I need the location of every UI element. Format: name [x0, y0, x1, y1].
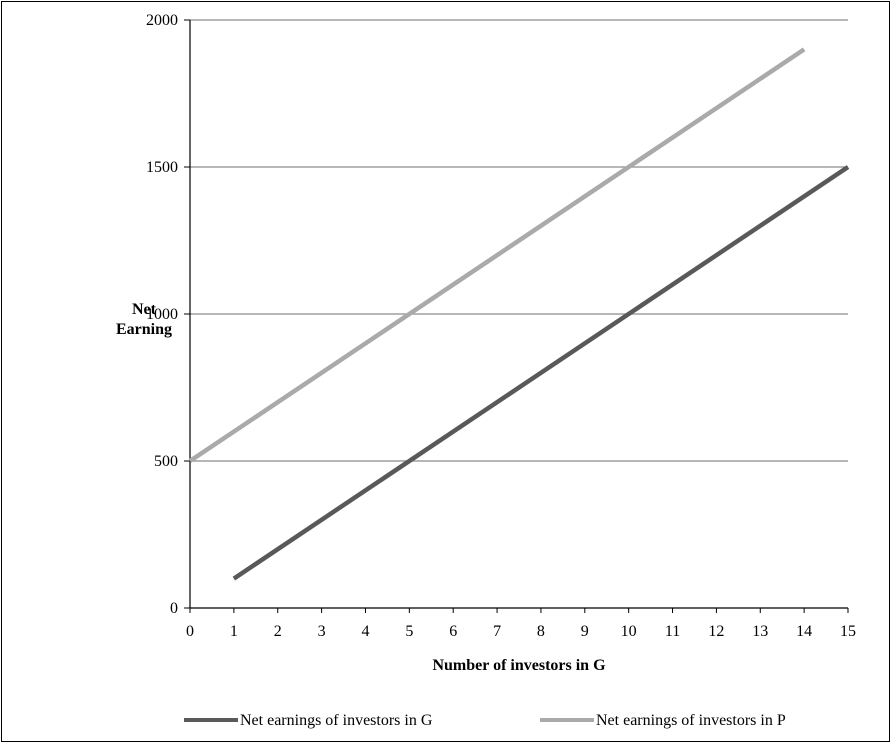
series-lines — [188, 47, 850, 581]
x-tick-label-12: 12 — [708, 623, 724, 640]
x-tick-label-13: 13 — [752, 623, 768, 640]
x-tick-label-14: 14 — [796, 623, 812, 640]
x-tick-label-1: 1 — [230, 623, 238, 640]
x-tick-label-2: 2 — [274, 623, 282, 640]
y-tick-label-1500: 1500 — [146, 159, 178, 176]
series-line-p — [188, 47, 806, 463]
x-tick-label-0: 0 — [186, 623, 194, 640]
y-tick-label-0: 0 — [170, 600, 178, 617]
x-tick-label-4: 4 — [361, 623, 369, 640]
x-tick-labels: 0 1 2 3 4 5 6 7 8 9 10 11 12 13 14 15 — [186, 623, 856, 640]
x-tick-label-8: 8 — [537, 623, 545, 640]
x-tick-label-7: 7 — [493, 623, 501, 640]
x-tick-label-10: 10 — [621, 623, 637, 640]
x-tick-label-6: 6 — [449, 623, 457, 640]
x-tick-label-3: 3 — [318, 623, 326, 640]
y-tick-labels: 0 500 1000 1500 2000 — [146, 12, 178, 617]
legend-label-g: Net earnings of investors in G — [240, 712, 433, 729]
legend: Net earnings of investors in G Net earni… — [184, 712, 786, 729]
axes — [189, 20, 848, 609]
y-axis-label-line-2: Earning — [116, 321, 172, 338]
x-tick-label-11: 11 — [665, 623, 680, 640]
legend-label-p: Net earnings of investors in P — [596, 712, 786, 729]
y-tick-label-2000: 2000 — [146, 12, 178, 29]
y-tick-label-1000: 1000 — [146, 306, 178, 323]
y-tick-label-500: 500 — [154, 453, 178, 470]
x-tick-label-5: 5 — [405, 623, 413, 640]
x-axis-label: Number of investors in G — [432, 657, 606, 674]
x-tick-label-9: 9 — [581, 623, 589, 640]
x-tick-label-15: 15 — [840, 623, 856, 640]
gridlines — [184, 19, 849, 613]
series-line-g — [232, 165, 850, 581]
y-axis-label-line-1: Net — [132, 301, 157, 318]
